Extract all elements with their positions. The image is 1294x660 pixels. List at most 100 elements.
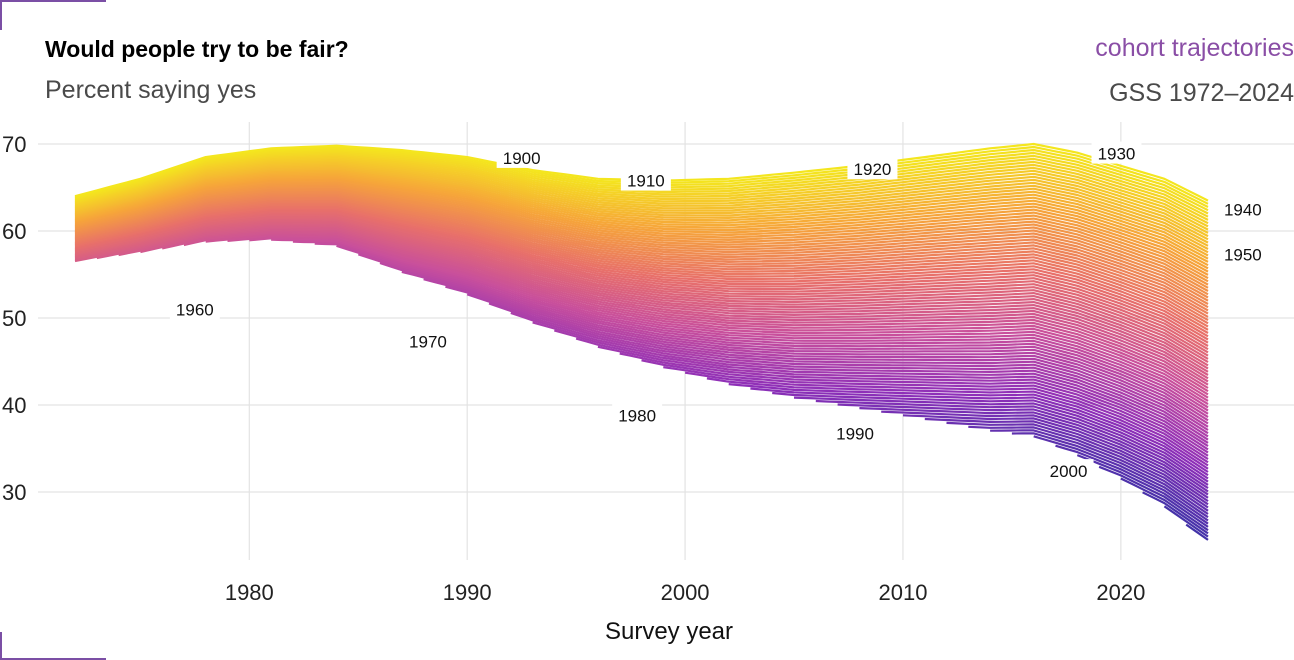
cohort-line-1952: [74, 222, 1209, 370]
cohort-line-1974: [510, 311, 1209, 441]
chart-subtitle: Percent saying yes: [45, 76, 257, 104]
cohort-label-bg: [1217, 197, 1268, 220]
y-axis-ticks: 30 40 50 60 70: [2, 132, 26, 505]
cohort-line-1934: [74, 196, 1209, 312]
cohort-line-1971: [445, 285, 1209, 431]
cohort-line-1989: [837, 403, 1209, 490]
cohort-line-1991: [881, 410, 1209, 496]
cohort-line-2003: [1142, 491, 1209, 535]
cohort-line-2004: [1163, 505, 1209, 538]
cohort-line-1919: [74, 173, 1209, 263]
cohort-line-1992: [902, 414, 1209, 499]
cohort-line-1930: [74, 190, 1209, 299]
cohort-line-1953: [74, 224, 1209, 373]
cohort-line-1981: [663, 366, 1209, 464]
cohort-line-1998: [1033, 435, 1209, 519]
cohort-line-1962: [249, 237, 1209, 402]
cohort-line-1986: [772, 391, 1209, 480]
y-tick-label: 30: [2, 480, 26, 505]
cohort-lines: [74, 142, 1209, 541]
cohort-line-1993: [924, 417, 1209, 503]
x-tick-label: 2020: [1096, 580, 1145, 605]
cohort-line-1914: [74, 165, 1209, 247]
cohort-label-bg: [402, 329, 453, 352]
cohort-line-1922: [74, 178, 1209, 273]
cohort-line-2000: [1076, 454, 1209, 525]
cohort-line-1996: [990, 429, 1209, 512]
cohort-line-1978: [597, 345, 1209, 454]
cohort-label-bg: [620, 168, 671, 191]
cohort-line-1931: [74, 191, 1209, 302]
cohort-line-1926: [74, 184, 1209, 286]
cohort-line-1968: [379, 261, 1209, 422]
cohort-line-1911: [74, 161, 1209, 238]
cohort-line-1985: [750, 387, 1209, 477]
cohort-line-1947: [74, 215, 1209, 354]
y-tick-label: 60: [2, 219, 26, 244]
cohort-label-1950: 1950: [1224, 245, 1262, 264]
cohort-line-1976: [553, 329, 1209, 448]
cohort-line-1983: [706, 377, 1209, 470]
cohort-line-1915: [74, 167, 1209, 250]
cohort-line-1951: [74, 221, 1209, 367]
cohort-label-bg: [169, 297, 220, 320]
cohort-line-1979: [619, 352, 1209, 457]
cohort-label-bg: [612, 403, 663, 426]
cohort-line-1969: [401, 270, 1209, 425]
cohort-line-1955: [96, 227, 1209, 380]
cohort-line-1949: [74, 218, 1209, 360]
cohort-line-1977: [575, 337, 1209, 451]
cohort-line-1956: [118, 228, 1209, 383]
cohort-line-1959: [183, 232, 1209, 393]
cohort-line-1946: [74, 213, 1209, 351]
cohort-line-2005: [1185, 523, 1209, 541]
cohort-line-1932: [74, 193, 1209, 305]
cohort-line-2001: [1098, 465, 1209, 528]
cohort-line-1918: [74, 171, 1209, 260]
x-tick-label: 1990: [443, 580, 492, 605]
cohort-line-1912: [74, 162, 1209, 241]
cohort-line-1950: [74, 219, 1209, 364]
cohort-line-1940: [74, 205, 1209, 331]
cohort-line-1943: [74, 209, 1209, 341]
cohort-line-1933: [74, 194, 1209, 309]
cohort-line-1924: [74, 181, 1209, 280]
frame-corner-bottom-left: [0, 632, 106, 660]
x-tick-label: 2010: [878, 580, 927, 605]
chart-title: Would people try to be fair?: [45, 36, 349, 62]
cohort-line-1967: [357, 253, 1209, 419]
cohort-label-bg: [847, 157, 898, 180]
cohort-line-1975: [532, 321, 1209, 444]
cohort-label-bg: [1217, 242, 1268, 265]
cohort-labels: 1900 1910 1920 1930 1940 1950 1960 1970 1980 1990…: [169, 141, 1268, 482]
cohort-line-2002: [1120, 477, 1209, 532]
cohort-line-1928: [74, 187, 1209, 292]
y-tick-label: 50: [2, 306, 26, 331]
cohort-label-1990: 1990: [836, 425, 874, 444]
cohort-label-1940: 1940: [1224, 200, 1262, 219]
cohort-line-1966: [336, 244, 1209, 415]
x-tick-label: 1980: [225, 580, 274, 605]
cohort-line-1965: [314, 242, 1209, 412]
cohort-line-1910: [74, 159, 1209, 234]
y-tick-label: 70: [2, 132, 26, 157]
cohort-line-1984: [728, 383, 1209, 473]
cohort-label-1920: 1920: [854, 160, 892, 179]
cohort-line-1972: [466, 293, 1209, 435]
cohort-line-1982: [684, 371, 1209, 467]
cohort-line-1988: [815, 399, 1209, 486]
cohort-line-1936: [74, 199, 1209, 318]
y-tick-label: 40: [2, 393, 26, 418]
cohort-line-1916: [74, 168, 1209, 254]
cohort-line-1963: [271, 238, 1209, 406]
cohort-line-1987: [793, 396, 1209, 483]
cohort-line-1994: [946, 421, 1209, 506]
x-tick-label: 2000: [661, 580, 710, 605]
cohort-label-1930: 1930: [1098, 145, 1136, 164]
cohort-line-1907: [74, 155, 1209, 225]
cohort-line-1937: [74, 200, 1209, 322]
cohort-line-1997: [1011, 432, 1209, 515]
cohort-line-1939: [74, 203, 1209, 328]
cohort-line-1973: [488, 302, 1209, 438]
